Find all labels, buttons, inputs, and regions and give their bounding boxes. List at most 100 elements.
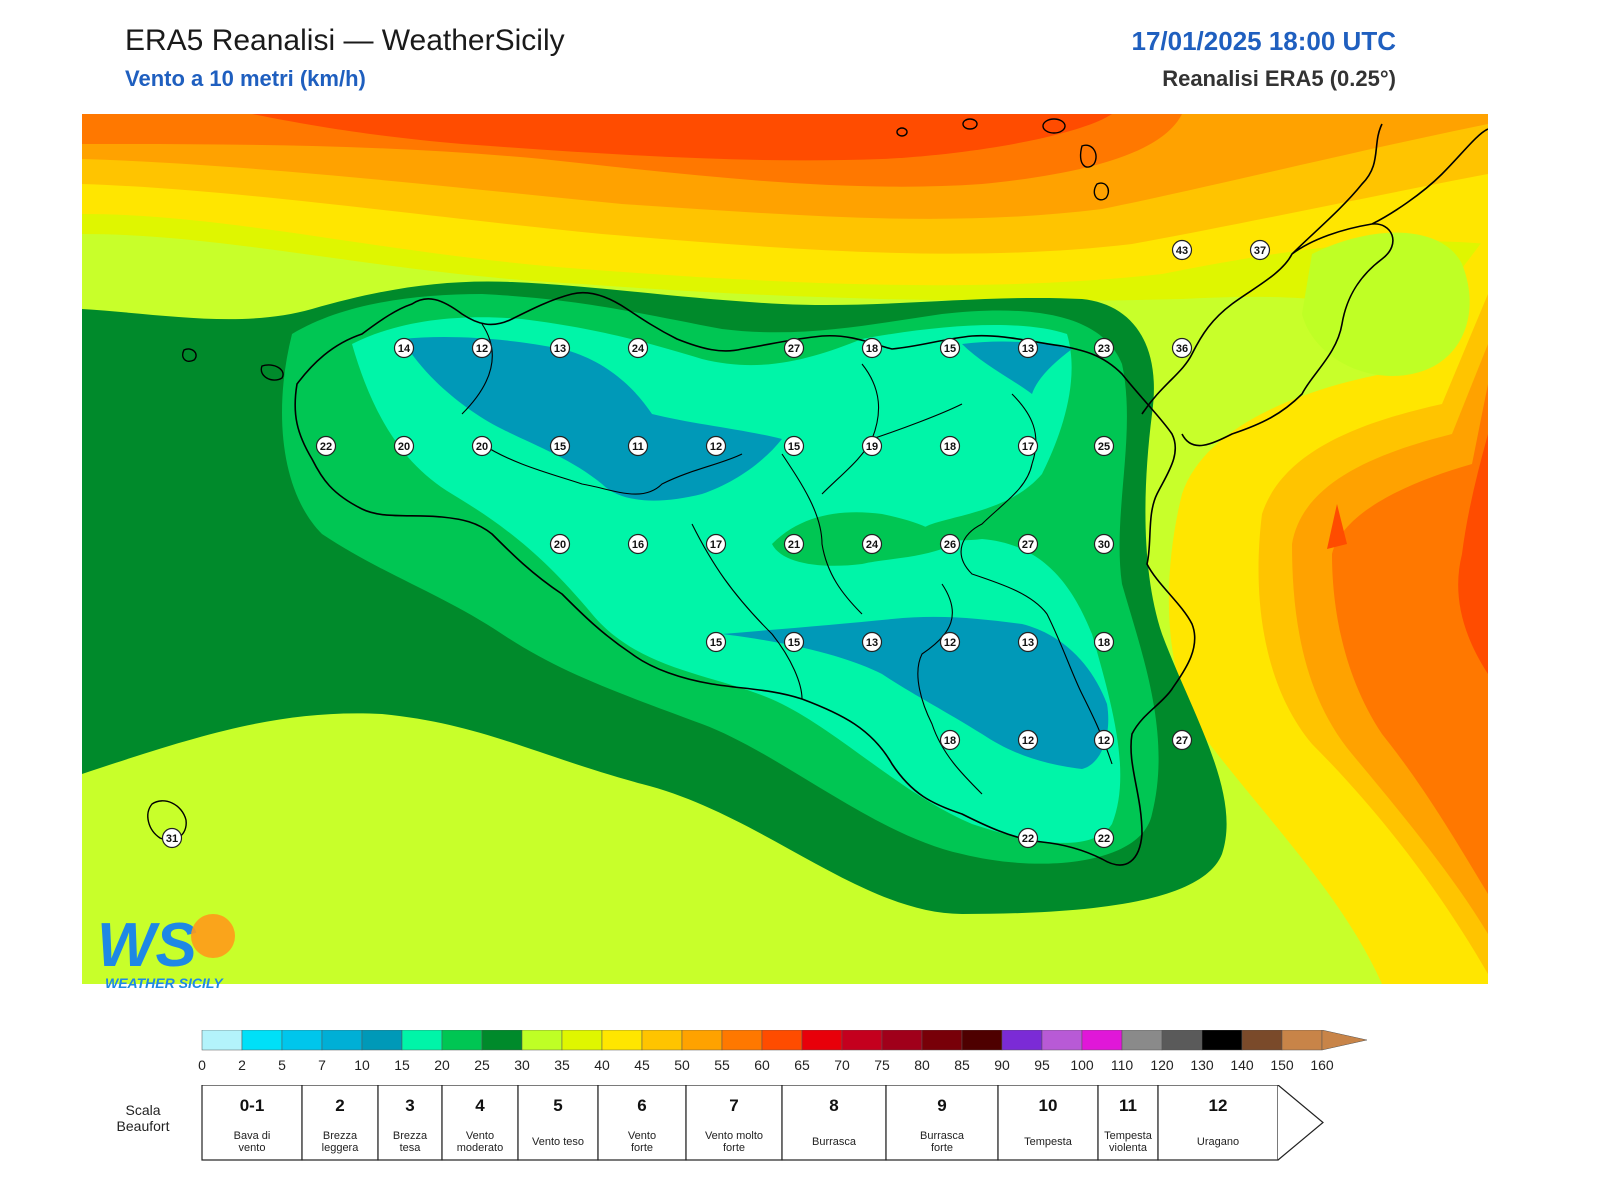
beaufort-desc-line1: Tempesta (1024, 1136, 1073, 1148)
colorbar-tick-label: 120 (1150, 1057, 1174, 1073)
station-value: 13 (1022, 637, 1034, 649)
station-marker: 43 (1171, 239, 1193, 261)
beaufort-desc-line2: violenta (1109, 1142, 1148, 1154)
colorbar-tick-label: 130 (1190, 1057, 1214, 1073)
colorbar-cell (441, 1030, 483, 1051)
station-value: 18 (1098, 637, 1110, 649)
station-value: 24 (632, 343, 645, 355)
colorbar-tick-label: 35 (554, 1057, 570, 1073)
colorbar-cell (921, 1030, 963, 1051)
colorbar-cell (881, 1030, 923, 1051)
station-value: 15 (788, 441, 800, 453)
colorbar-tick-label: 60 (754, 1057, 770, 1073)
station-marker: 20 (393, 435, 415, 457)
wind-speed-colorbar: 0 2 5 7 10 15 20 25 30 35 40 45 50 55 60 65 70 75 80 85 90 95… (198, 1030, 1368, 1073)
colorbar-cell (961, 1030, 1003, 1051)
island-egadi (182, 348, 284, 381)
station-value: 31 (166, 833, 178, 845)
station-value: 18 (866, 343, 878, 355)
map-subtitle: Vento a 10 metri (km/h) (125, 66, 366, 91)
beaufort-number: 0-1 (240, 1096, 265, 1115)
station-value: 14 (398, 343, 411, 355)
colorbar-cell (841, 1030, 883, 1051)
station-markers: 14 12 13 24 27 18 15 13 23 36 22 20 20 15 11 12 15 19 18 17… (161, 239, 1271, 849)
field-calabria-zone (1302, 232, 1470, 376)
station-marker: 30 (1093, 533, 1115, 555)
colorbar-tick-label: 150 (1270, 1057, 1294, 1073)
station-value: 21 (788, 539, 800, 551)
map-title: ERA5 Reanalisi — WeatherSicily (125, 24, 565, 57)
station-value: 25 (1098, 441, 1110, 453)
colorbar-tick-label: 0 (198, 1057, 206, 1073)
field-east-band-4 (1332, 384, 1488, 894)
station-marker: 16 (627, 533, 649, 555)
beaufort-number: 7 (729, 1096, 738, 1115)
station-marker: 12 (1093, 729, 1115, 751)
station-value: 19 (866, 441, 878, 453)
beaufort-desc-line1: Bava di (234, 1130, 271, 1142)
station-marker: 23 (1093, 337, 1115, 359)
station-value: 27 (1176, 735, 1188, 747)
colorbar-cell (801, 1030, 843, 1051)
station-value: 13 (866, 637, 878, 649)
station-value: 12 (476, 343, 488, 355)
logo-text: WEATHER SICILY (105, 975, 224, 991)
station-marker: 12 (939, 631, 961, 653)
island-ustica (896, 127, 908, 137)
station-value: 15 (554, 441, 566, 453)
colorbar-tick-label: 100 (1070, 1057, 1094, 1073)
station-marker: 18 (1093, 631, 1115, 653)
beaufort-number: 3 (405, 1096, 414, 1115)
station-marker: 15 (783, 631, 805, 653)
colorbar-tick-label: 65 (794, 1057, 810, 1073)
station-value: 12 (1022, 735, 1034, 747)
colorbar-cell (761, 1030, 803, 1051)
station-value: 12 (944, 637, 956, 649)
colorbar-tick-label: 45 (634, 1057, 650, 1073)
colorbar-cell (281, 1030, 323, 1051)
station-value: 27 (1022, 539, 1034, 551)
beaufort-extend-arrow (1277, 1085, 1324, 1161)
station-marker: 15 (783, 435, 805, 457)
colorbar-tick-label: 95 (1034, 1057, 1050, 1073)
beaufort-class: 10 Tempesta (997, 1085, 1099, 1161)
beaufort-number: 6 (637, 1096, 646, 1115)
colorbar-cell (201, 1030, 243, 1051)
field-10-15-northeast (962, 341, 1072, 394)
station-value: 11 (632, 441, 644, 453)
colorbar-cell (641, 1030, 683, 1051)
field-10-15-west (402, 337, 782, 501)
station-marker: 24 (861, 533, 883, 555)
weather-sicily-logo: WS WEATHER SICILY (97, 911, 235, 991)
beaufort-desc-line1: Vento teso (532, 1136, 584, 1148)
beaufort-label-line2: Beaufort (117, 1118, 170, 1134)
beaufort-desc-line1: Tempesta (1104, 1130, 1153, 1142)
colorbar-cell (1041, 1030, 1083, 1051)
beaufort-number: 4 (475, 1096, 485, 1115)
beaufort-number: 2 (335, 1096, 344, 1115)
station-marker: 27 (783, 337, 805, 359)
colorbar-cell (721, 1030, 763, 1051)
station-value: 20 (554, 539, 566, 551)
field-east-band-5 (1458, 434, 1488, 674)
station-value: 18 (944, 735, 956, 747)
beaufort-desc-line2: forte (631, 1142, 653, 1154)
colorbar-tick-label: 7 (318, 1057, 326, 1073)
map-datetime: 17/01/2025 18:00 UTC (1131, 26, 1396, 56)
colorbar-cell (361, 1030, 403, 1051)
station-marker: 11 (627, 435, 649, 457)
beaufort-label-line1: Scala (125, 1102, 160, 1118)
station-value: 15 (710, 637, 722, 649)
station-marker: 15 (549, 435, 571, 457)
station-marker: 24 (627, 337, 649, 359)
colorbar-ticks: 0 2 5 7 10 15 20 25 30 35 40 45 50 55 60 65 70 75 80 85 90 95… (198, 1057, 1334, 1073)
colorbar-tick-label: 20 (434, 1057, 450, 1073)
colorbar-cell (481, 1030, 523, 1051)
beaufort-number: 9 (937, 1096, 946, 1115)
station-marker: 19 (861, 435, 883, 457)
